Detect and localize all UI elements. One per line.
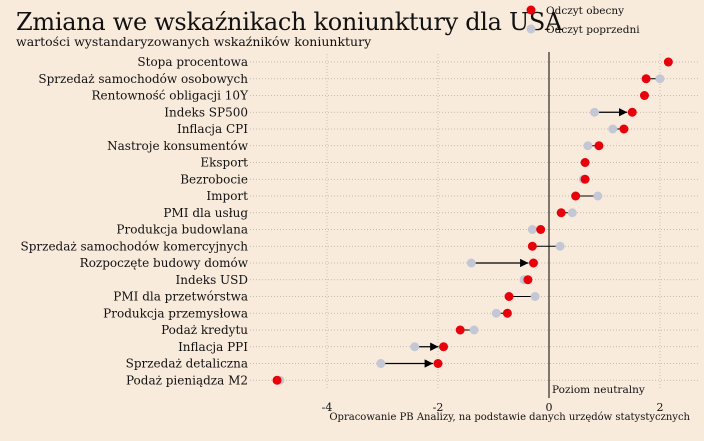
category-label: Nastroje konsumentów bbox=[107, 139, 249, 153]
category-label: Sprzedaż detaliczna bbox=[126, 357, 248, 371]
previous-dot bbox=[530, 292, 540, 301]
legend-marker bbox=[526, 5, 536, 15]
x-tick-label: -2 bbox=[433, 401, 444, 414]
chart-subtitle: wartości wystandaryzowanych wskaźników k… bbox=[16, 34, 372, 49]
x-tick-label: 0 bbox=[546, 401, 553, 414]
current-dot bbox=[504, 292, 514, 301]
current-dot bbox=[663, 57, 673, 67]
current-dot bbox=[571, 191, 581, 201]
category-labels: Stopa procentowa Sprzedaż samochodów osob… bbox=[20, 55, 249, 387]
current-dot bbox=[639, 91, 649, 100]
chart-title: Zmiana we wskaźnikach koniunktury dla US… bbox=[16, 8, 563, 36]
category-label: Indeks USD bbox=[176, 273, 248, 287]
x-tick-label: 2 bbox=[657, 401, 664, 414]
category-label: Produkcja przemysłowa bbox=[103, 306, 248, 320]
previous-dot bbox=[469, 325, 479, 335]
current-dot bbox=[580, 158, 590, 167]
current-dot bbox=[439, 342, 449, 352]
category-label: Sprzedaż samochodów komercyjnych bbox=[20, 239, 248, 253]
previous-dot bbox=[655, 74, 665, 84]
category-label: Stopa procentowa bbox=[137, 55, 248, 69]
legend-label: Odczyt obecny bbox=[546, 5, 624, 17]
current-dot bbox=[502, 308, 512, 318]
category-label: Inflacja PPI bbox=[178, 340, 248, 354]
previous-dot bbox=[376, 359, 386, 368]
current-dot bbox=[556, 208, 566, 218]
category-label: PMI dla usług bbox=[163, 206, 248, 220]
current-dot bbox=[536, 225, 546, 234]
legend-label: Odczyt poprzedni bbox=[546, 24, 640, 36]
category-label: Podaż pieniądza M2 bbox=[126, 373, 248, 387]
previous-dot bbox=[608, 124, 618, 134]
current-dot bbox=[619, 124, 629, 134]
current-dot bbox=[580, 174, 590, 184]
category-label: Inflacja CPI bbox=[177, 122, 248, 136]
legend: Odczyt obecny Odczyt poprzedni bbox=[526, 5, 640, 36]
previous-dot bbox=[567, 208, 577, 218]
current-dot bbox=[641, 74, 651, 84]
current-dot bbox=[527, 241, 537, 251]
previous-dot bbox=[590, 107, 600, 117]
current-dot bbox=[528, 258, 538, 268]
reference-layer: Poziom neutralny bbox=[548, 52, 645, 398]
previous-dot bbox=[583, 141, 593, 151]
marks-layer bbox=[272, 57, 673, 385]
current-dot bbox=[627, 107, 637, 117]
x-axis-ticks: -4 -2 0 2 bbox=[322, 401, 664, 414]
previous-dot bbox=[555, 241, 565, 251]
category-label: Podaż kredytu bbox=[161, 323, 248, 337]
previous-dot bbox=[466, 258, 476, 268]
category-label: Bezrobocie bbox=[180, 172, 248, 186]
category-label: Rentowność obligacji 10Y bbox=[91, 89, 249, 103]
category-label: Rozpoczęte budowy domów bbox=[80, 256, 249, 270]
source-note: Opracowanie PB Analizy, na podstawie dan… bbox=[329, 412, 690, 423]
current-dot bbox=[272, 375, 282, 385]
previous-dot bbox=[410, 342, 420, 352]
category-label: PMI dla przetwórstwa bbox=[113, 290, 248, 304]
current-dot bbox=[455, 325, 465, 335]
category-label: Indeks SP500 bbox=[164, 105, 248, 119]
category-label: Produkcja budowlana bbox=[116, 223, 248, 237]
x-tick-label: -4 bbox=[322, 401, 333, 414]
category-label: Eksport bbox=[200, 156, 248, 170]
grid-layer bbox=[250, 54, 700, 389]
previous-dot bbox=[593, 191, 603, 201]
legend-marker bbox=[526, 24, 536, 34]
current-dot bbox=[433, 359, 443, 368]
category-label: Import bbox=[206, 189, 248, 203]
previous-dot bbox=[491, 308, 501, 318]
neutral-label: Poziom neutralny bbox=[552, 384, 645, 396]
category-label: Sprzedaż samochodów osobowych bbox=[38, 72, 248, 86]
current-dot bbox=[594, 141, 604, 151]
current-dot bbox=[523, 275, 533, 285]
previous-dot bbox=[527, 225, 537, 234]
